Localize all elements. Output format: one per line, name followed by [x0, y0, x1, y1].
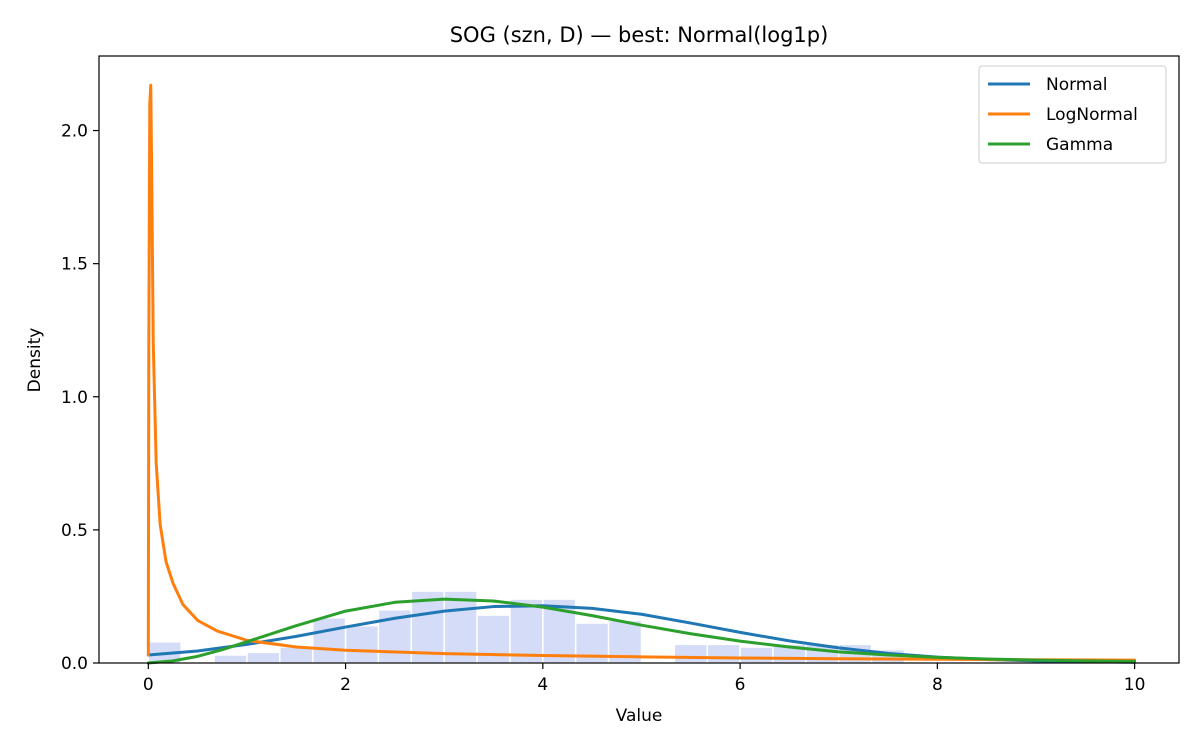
- chart-title: SOG (szn, D) — best: Normal(log1p): [450, 23, 829, 47]
- legend-label-lognormal: LogNormal: [1046, 105, 1138, 125]
- y-tick-label: 0.5: [61, 521, 88, 541]
- x-tick-label: 6: [735, 675, 746, 695]
- plot-frame: [98, 55, 1180, 664]
- y-tick-label: 2.0: [61, 122, 88, 142]
- histogram-bar: [279, 646, 314, 664]
- x-axis-label: Value: [616, 706, 663, 726]
- histogram-bar: [443, 590, 478, 664]
- x-tick-label: 2: [340, 675, 351, 695]
- x-tick-label: 0: [143, 675, 154, 695]
- x-tick-label: 8: [932, 675, 943, 695]
- legend-label-normal: Normal: [1046, 75, 1108, 95]
- y-tick-label: 0.0: [61, 654, 88, 674]
- histogram-bar: [673, 643, 709, 664]
- histogram-bar: [739, 646, 774, 664]
- y-tick-label: 1.0: [61, 388, 88, 408]
- legend: Normal LogNormal Gamma: [978, 65, 1167, 164]
- x-tick-label: 4: [537, 675, 548, 695]
- series-lines: [146, 83, 1137, 665]
- histogram-bar: [311, 616, 347, 664]
- x-tick-label: 10: [1124, 675, 1146, 695]
- y-axis-label: Density: [25, 328, 45, 393]
- histogram-bar: [410, 590, 445, 664]
- series-line-lognormal: [146, 83, 1137, 662]
- y-tick-label: 1.5: [61, 255, 88, 275]
- legend-items: Normal LogNormal Gamma: [988, 75, 1138, 155]
- histogram-bar: [246, 651, 281, 664]
- legend-box: [978, 65, 1167, 164]
- series-line-gamma: [146, 597, 1137, 665]
- histogram-bar: [344, 624, 380, 664]
- histogram-bar: [213, 654, 248, 664]
- y-axis-ticks: 0.0 0.5 1.0 1.5 2.0: [61, 122, 99, 674]
- x-axis-ticks: 0 2 4 6 8 10: [143, 663, 1146, 695]
- histogram-bar: [509, 598, 544, 664]
- histogram-bar: [706, 643, 741, 664]
- legend-label-gamma: Gamma: [1046, 135, 1113, 155]
